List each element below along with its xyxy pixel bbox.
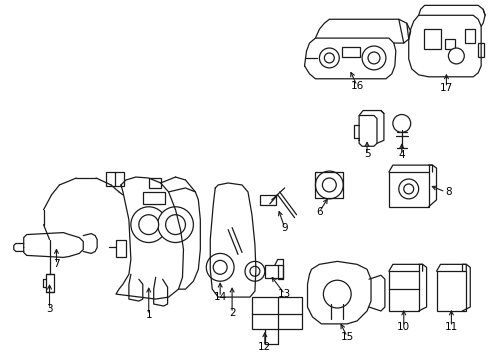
- FancyBboxPatch shape: [423, 29, 441, 49]
- FancyBboxPatch shape: [477, 43, 483, 57]
- FancyBboxPatch shape: [259, 195, 275, 205]
- FancyBboxPatch shape: [445, 39, 454, 49]
- FancyBboxPatch shape: [251, 297, 301, 329]
- FancyBboxPatch shape: [45, 274, 54, 292]
- Text: 2: 2: [228, 308, 235, 318]
- Circle shape: [319, 48, 339, 68]
- FancyBboxPatch shape: [264, 265, 282, 278]
- Text: 6: 6: [315, 207, 322, 217]
- Text: 1: 1: [145, 310, 152, 320]
- Circle shape: [322, 178, 336, 192]
- FancyBboxPatch shape: [106, 172, 123, 186]
- Circle shape: [244, 261, 264, 281]
- Circle shape: [323, 280, 350, 308]
- Text: 9: 9: [281, 222, 287, 233]
- FancyBboxPatch shape: [436, 271, 466, 311]
- Circle shape: [324, 53, 334, 63]
- FancyBboxPatch shape: [388, 271, 418, 311]
- Text: 12: 12: [258, 342, 271, 352]
- Circle shape: [398, 179, 418, 199]
- Text: 5: 5: [363, 149, 369, 159]
- FancyBboxPatch shape: [464, 29, 474, 43]
- FancyBboxPatch shape: [342, 47, 359, 57]
- Text: 15: 15: [340, 332, 353, 342]
- Circle shape: [165, 215, 185, 235]
- Text: 16: 16: [350, 81, 363, 91]
- Text: 14: 14: [213, 292, 226, 302]
- FancyBboxPatch shape: [116, 239, 126, 257]
- Circle shape: [403, 184, 413, 194]
- Circle shape: [206, 253, 234, 281]
- Text: 4: 4: [398, 150, 404, 160]
- FancyBboxPatch shape: [142, 192, 164, 204]
- Circle shape: [131, 207, 166, 243]
- Circle shape: [249, 266, 259, 276]
- Circle shape: [447, 48, 463, 64]
- Text: 13: 13: [278, 289, 291, 299]
- Circle shape: [367, 52, 379, 64]
- Circle shape: [157, 207, 193, 243]
- Circle shape: [139, 215, 158, 235]
- Text: 8: 8: [445, 187, 451, 197]
- Circle shape: [392, 114, 410, 132]
- Circle shape: [213, 260, 226, 274]
- Text: 7: 7: [53, 259, 60, 269]
- Text: 17: 17: [439, 83, 452, 93]
- FancyBboxPatch shape: [388, 172, 427, 207]
- FancyBboxPatch shape: [148, 178, 161, 188]
- Text: 11: 11: [444, 322, 457, 332]
- Text: 3: 3: [46, 304, 53, 314]
- Circle shape: [315, 171, 343, 199]
- Text: 10: 10: [396, 322, 409, 332]
- Circle shape: [361, 46, 385, 70]
